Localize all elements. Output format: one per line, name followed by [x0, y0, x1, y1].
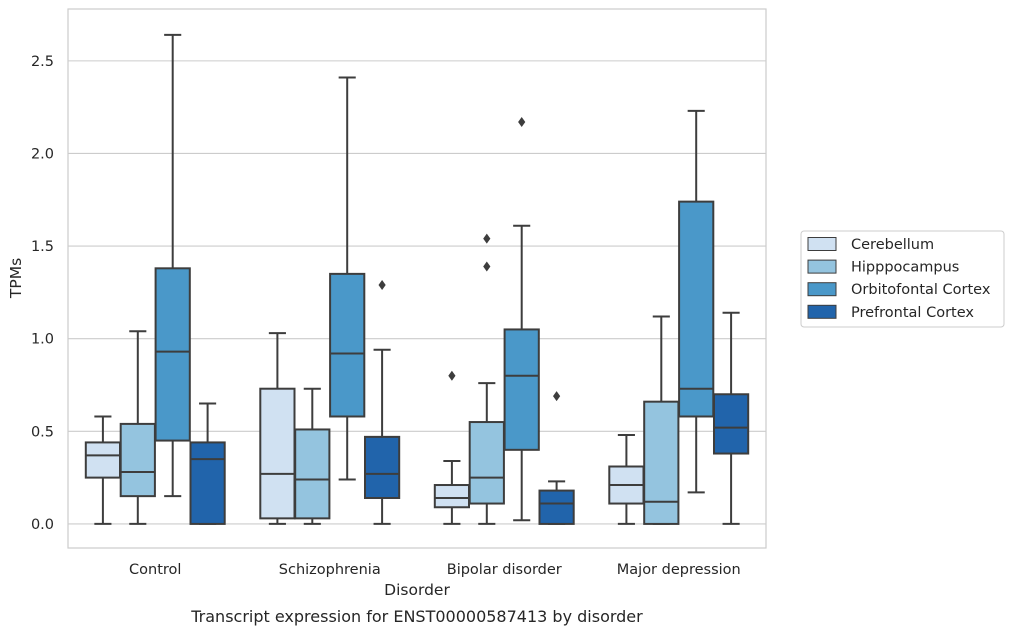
box-body: [433, 484, 471, 509]
box-1-2: [468, 233, 505, 525]
box-0-3: [608, 434, 645, 525]
legend-swatch: [807, 259, 837, 274]
box-body: [259, 387, 296, 520]
box-body: [468, 421, 505, 505]
x-tick-label: Control: [129, 562, 181, 578]
box-body: [643, 400, 680, 525]
y-axis-label: TPMs: [7, 258, 25, 299]
x-tick-label: Bipolar disorder: [447, 562, 562, 578]
y-tick-label: 2.5: [31, 54, 54, 70]
box-2-0: [154, 33, 191, 498]
legend-swatch: [807, 282, 837, 297]
box-3-1: [363, 279, 401, 525]
box-body: [363, 435, 401, 499]
box-2-3: [678, 109, 715, 494]
legend-label: Cerebellum: [851, 237, 934, 253]
box-body: [678, 200, 715, 418]
box-body: [84, 441, 122, 479]
outlier-point: [518, 116, 526, 127]
y-tick-label: 2.0: [31, 146, 54, 162]
legend-swatch: [807, 237, 837, 251]
box-3-0: [189, 402, 226, 525]
box-1-1: [294, 387, 331, 525]
legend-label: Prefrontal Cortex: [851, 305, 974, 321]
box-0-0: [84, 415, 122, 525]
box-0-1: [259, 332, 296, 525]
box-2-1: [329, 76, 366, 481]
y-tick-label: 0.0: [31, 517, 54, 533]
box-3-2: [538, 391, 575, 525]
box-body: [503, 328, 540, 451]
box-body: [154, 267, 191, 442]
y-tick-label: 1.5: [31, 239, 54, 255]
x-tick-labels: Control Schizophrenia Bipolar disorder Majo…: [129, 562, 741, 578]
box-2-2: [503, 116, 540, 522]
legend-label: Hipppocampus: [851, 260, 959, 276]
box-body: [189, 441, 226, 525]
outlier-point: [378, 279, 386, 290]
box-groups: [84, 33, 750, 525]
x-tick-label: Schizophrenia: [279, 562, 381, 578]
legend-frame: [800, 230, 1005, 328]
box-body: [712, 393, 750, 455]
box-3-3: [712, 311, 750, 525]
box-body: [538, 489, 575, 525]
y-tick-label: 0.5: [31, 424, 54, 440]
outlier-point: [483, 233, 491, 244]
y-tick-label: 1.0: [31, 332, 54, 348]
outlier-point: [553, 391, 561, 402]
box-body: [329, 272, 366, 418]
legend-swatch: [807, 304, 837, 319]
box-0-2: [433, 370, 471, 525]
chart-caption: Transcript expression for ENST0000058741…: [190, 607, 643, 626]
x-axis-label: Disorder: [384, 581, 450, 599]
outlier-point: [448, 370, 456, 381]
y-tick-labels: 0.0 0.5 1.0 1.5 2.0 2.5: [31, 54, 54, 533]
box-1-3: [643, 315, 680, 525]
box-1-0: [119, 330, 156, 525]
legend: Cerebellum Hipppocampus Orbitofontal Corte…: [800, 230, 1005, 328]
x-tick-label: Major depression: [617, 562, 741, 578]
legend-label: Orbitofontal Cortex: [851, 282, 991, 298]
plot-area-frame: [67, 8, 767, 549]
box-body: [119, 422, 156, 498]
outlier-point: [483, 261, 491, 272]
box-body: [294, 428, 331, 520]
